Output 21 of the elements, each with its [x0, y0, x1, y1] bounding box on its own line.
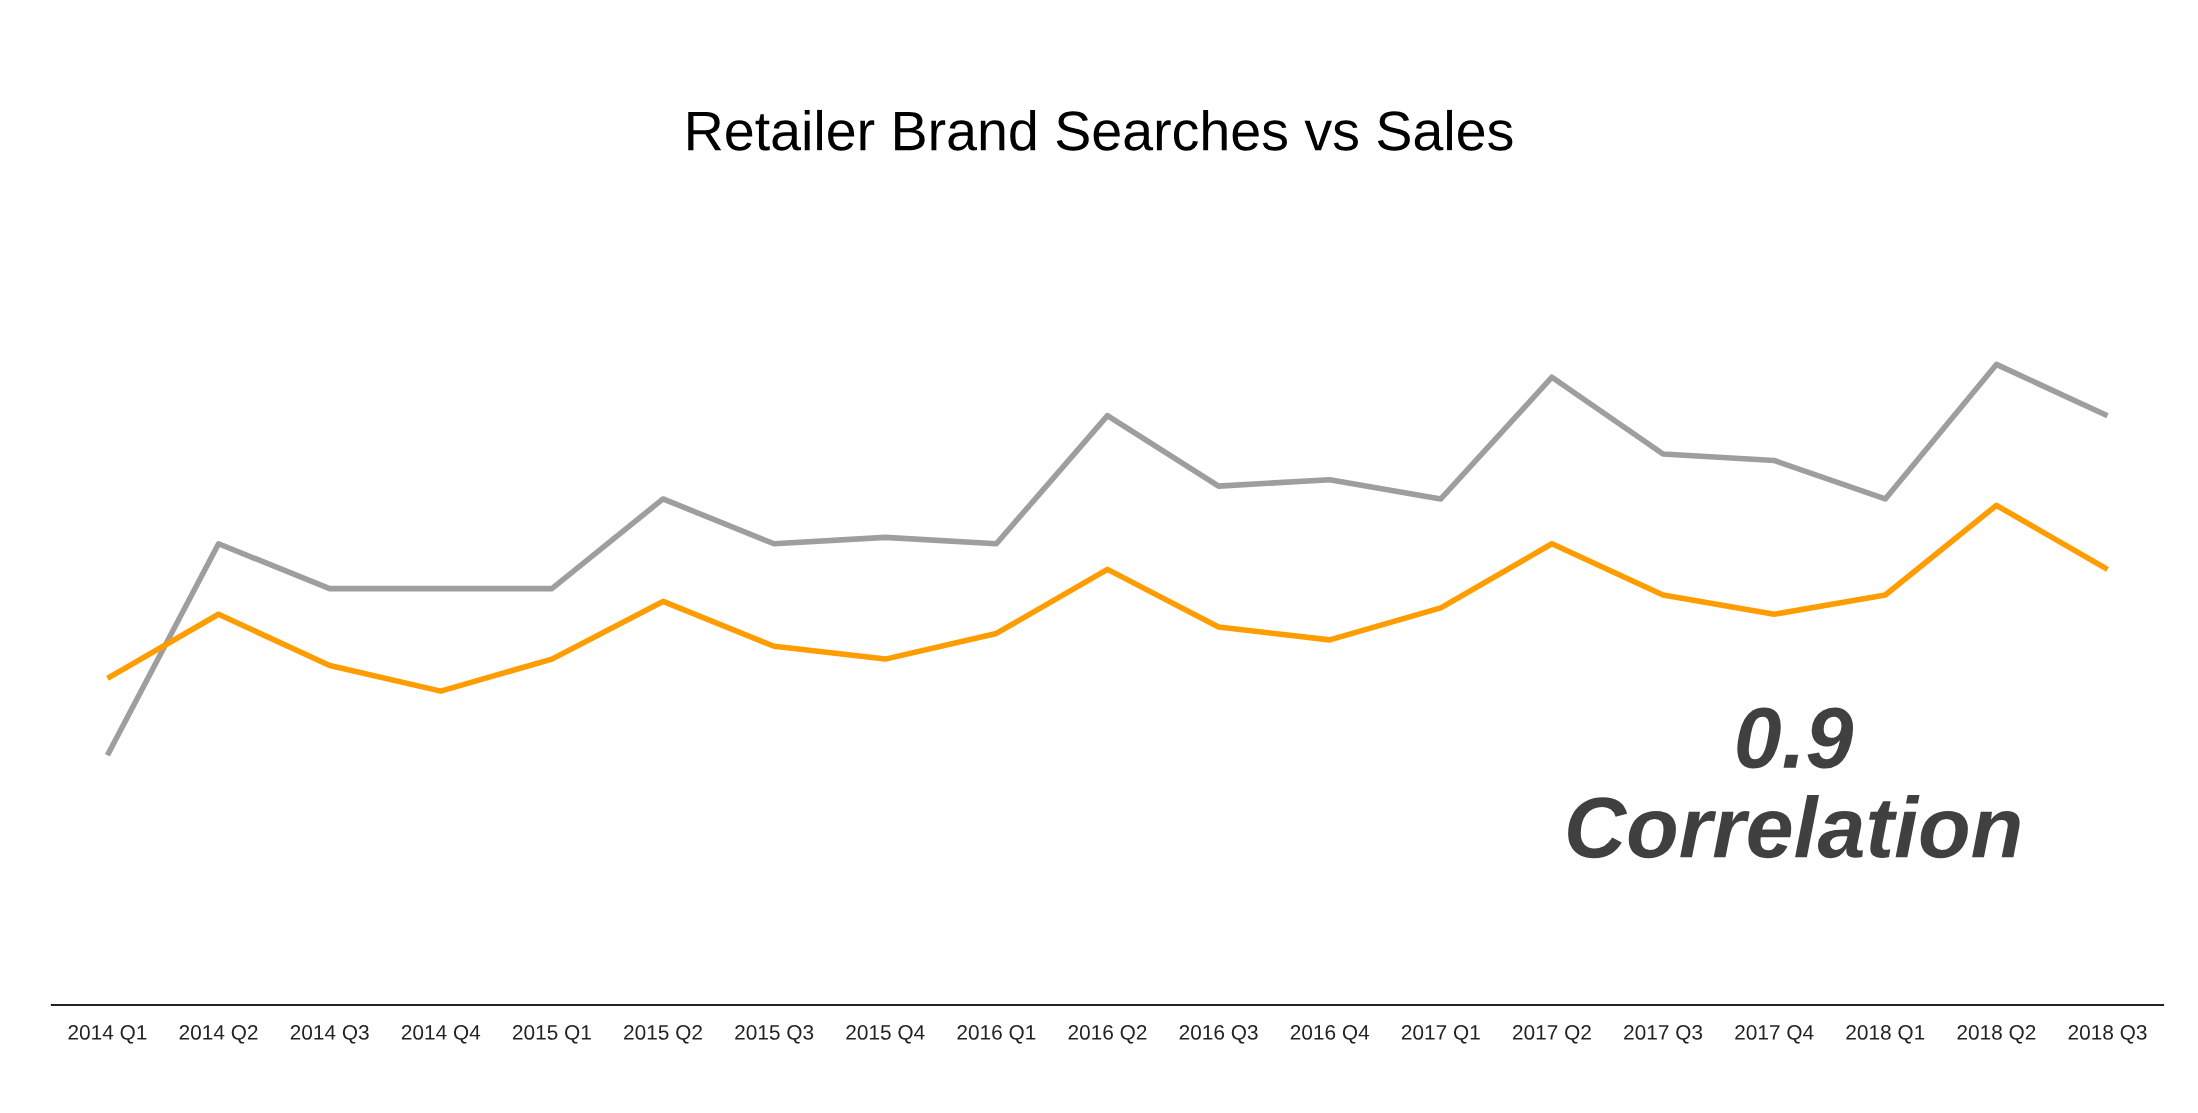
x-tick-label: 2016 Q4: [1290, 1025, 1370, 1044]
x-tick-label: 2015 Q2: [624, 1025, 702, 1044]
x-tick-label: 2016 Q2: [1068, 1025, 1147, 1044]
x-tick-label: 2014 Q4: [401, 1025, 481, 1044]
x-tick-label: 2018 Q1: [1846, 1025, 1925, 1044]
x-tick-label: 2014 Q2: [179, 1025, 258, 1044]
x-tick-label: 2017 Q1: [1401, 1025, 1480, 1044]
x-tick-label: 2015 Q3: [735, 1025, 814, 1044]
x-tick-label: 2016 Q3: [1179, 1025, 1258, 1044]
x-tick-label: 2017 Q4: [1735, 1025, 1814, 1044]
x-tick-label: 2014 Q1: [68, 1025, 147, 1044]
x-tick-label: 2018 Q3: [2068, 1025, 2147, 1044]
x-tick-label: 2017 Q2: [1513, 1025, 1591, 1044]
x-tick-label: 2014 Q3: [290, 1025, 369, 1044]
x-tick-label: 2015 Q4: [846, 1025, 925, 1044]
x-tick-label: 2018 Q2: [1957, 1025, 2036, 1044]
annotation: 0.9 Correlation: [1568, 707, 2020, 859]
chart-title: Retailer Brand Searches vs Sales: [688, 109, 1513, 151]
x-tick-label: 2017 Q3: [1624, 1025, 1703, 1044]
x-tick-label: 2015 Q1: [512, 1025, 591, 1044]
x-tick-label: 2016 Q1: [957, 1025, 1036, 1044]
